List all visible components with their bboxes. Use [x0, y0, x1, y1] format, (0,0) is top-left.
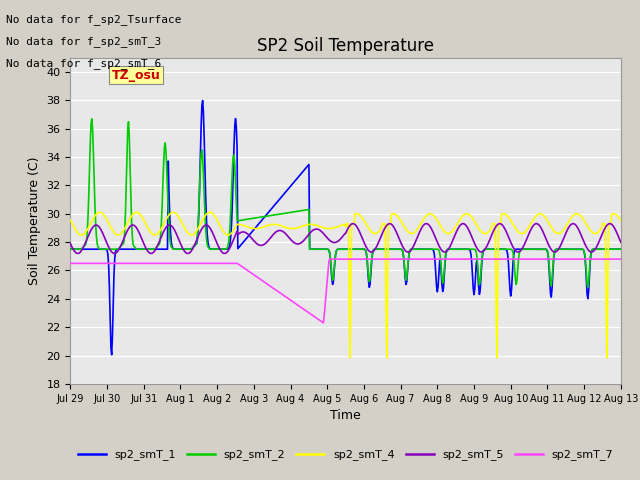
Text: No data for f_sp2_Tsurface: No data for f_sp2_Tsurface: [6, 14, 182, 25]
Title: SP2 Soil Temperature: SP2 Soil Temperature: [257, 36, 434, 55]
Y-axis label: Soil Temperature (C): Soil Temperature (C): [28, 156, 41, 285]
Text: No data for f_sp2_smT_6: No data for f_sp2_smT_6: [6, 58, 162, 69]
Legend: sp2_smT_1, sp2_smT_2, sp2_smT_4, sp2_smT_5, sp2_smT_7: sp2_smT_1, sp2_smT_2, sp2_smT_4, sp2_smT…: [74, 445, 618, 465]
Text: TZ_osu: TZ_osu: [112, 69, 161, 82]
X-axis label: Time: Time: [330, 409, 361, 422]
Text: No data for f_sp2_smT_3: No data for f_sp2_smT_3: [6, 36, 162, 47]
